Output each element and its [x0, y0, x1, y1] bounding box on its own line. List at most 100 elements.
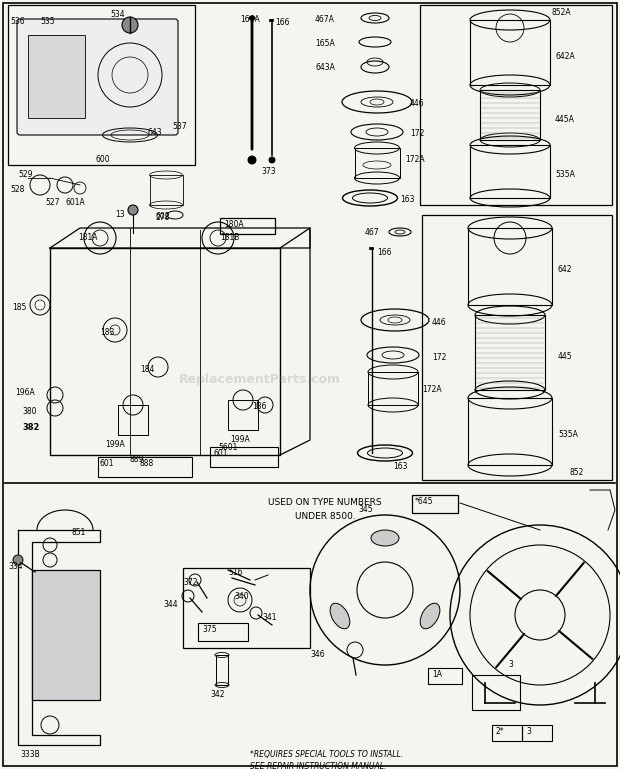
Text: 333B: 333B [20, 750, 40, 759]
Bar [468, 228, 552, 305]
Text: SEE REPAIR INSTRUCTION MANUAL.: SEE REPAIR INSTRUCTION MANUAL. [250, 762, 386, 769]
Ellipse shape [371, 530, 399, 546]
Text: 534: 534 [110, 10, 125, 19]
Text: 165A: 165A [315, 39, 335, 48]
Text: *645: *645 [415, 497, 433, 506]
Text: 166: 166 [377, 248, 391, 257]
Text: 3: 3 [526, 727, 531, 736]
Text: 375: 375 [202, 625, 216, 634]
Text: 536: 536 [10, 17, 25, 26]
Bar [470, 145, 550, 198]
Bar [412, 495, 458, 513]
Bar [470, 20, 550, 85]
Text: 340: 340 [234, 592, 249, 601]
Text: 601A: 601A [65, 198, 85, 207]
Text: 642A: 642A [555, 52, 575, 61]
Text: 344: 344 [164, 600, 178, 609]
Circle shape [128, 205, 138, 215]
Text: 373: 373 [261, 167, 276, 176]
FancyBboxPatch shape [17, 19, 178, 135]
Text: 528: 528 [10, 185, 24, 194]
Text: 345: 345 [358, 505, 373, 514]
Text: 467A: 467A [315, 15, 335, 24]
Text: 184: 184 [140, 365, 154, 374]
Ellipse shape [330, 603, 350, 629]
Circle shape [13, 555, 23, 565]
Text: USED ON TYPE NUMBERS: USED ON TYPE NUMBERS [268, 498, 382, 507]
Text: 199A: 199A [230, 435, 250, 444]
Bar [98, 457, 192, 477]
Bar [228, 400, 258, 430]
Bar [468, 398, 552, 465]
Ellipse shape [420, 603, 440, 629]
Text: 186: 186 [252, 402, 267, 411]
Text: 183: 183 [100, 328, 114, 337]
Text: 166: 166 [275, 18, 290, 27]
Text: 467: 467 [365, 228, 379, 237]
Bar [32, 570, 100, 700]
Text: 172: 172 [410, 129, 424, 138]
Bar [368, 372, 418, 405]
Text: 643A: 643A [315, 63, 335, 72]
Text: 166A: 166A [240, 15, 260, 24]
Text: 278: 278 [155, 213, 169, 222]
Text: 516: 516 [228, 568, 242, 577]
Text: 600: 600 [95, 155, 110, 164]
Text: 341: 341 [262, 613, 277, 622]
Text: 2*: 2* [495, 727, 503, 736]
Text: ReplacementParts.com: ReplacementParts.com [179, 374, 341, 387]
Text: 889: 889 [130, 455, 144, 464]
Text: 852: 852 [570, 468, 585, 477]
Bar [8, 5, 195, 165]
Text: 527: 527 [45, 198, 60, 207]
Circle shape [269, 157, 275, 163]
Text: UNDER 8500.: UNDER 8500. [294, 512, 355, 521]
Text: 642: 642 [558, 265, 572, 274]
Circle shape [122, 17, 138, 33]
Text: 199A: 199A [105, 440, 125, 449]
Text: 163: 163 [393, 462, 407, 471]
Text: 1A: 1A [432, 670, 442, 679]
Circle shape [248, 156, 256, 164]
Text: 602: 602 [155, 212, 169, 221]
Text: 445: 445 [558, 352, 573, 361]
Text: 852A: 852A [552, 8, 572, 17]
Bar [183, 568, 310, 648]
Text: 851: 851 [72, 528, 86, 537]
Text: 5601: 5601 [218, 443, 237, 452]
Text: 172A: 172A [422, 385, 441, 394]
Text: 185: 185 [12, 303, 27, 312]
Bar [210, 447, 278, 467]
Text: 180A: 180A [224, 220, 244, 229]
Bar [150, 175, 183, 205]
Text: 529: 529 [18, 170, 32, 179]
Bar [428, 668, 462, 684]
Text: 888: 888 [140, 459, 154, 468]
Bar [422, 215, 612, 480]
Bar [475, 315, 545, 390]
Text: 334: 334 [8, 562, 22, 571]
Text: 382: 382 [22, 423, 40, 432]
Text: 181A: 181A [78, 233, 97, 242]
Text: 380: 380 [22, 407, 37, 416]
Text: 13: 13 [115, 210, 125, 219]
Text: 196A: 196A [15, 388, 35, 397]
Bar [492, 725, 522, 741]
Text: 342: 342 [210, 690, 224, 699]
Bar [32, 570, 100, 700]
Bar [220, 218, 275, 234]
Text: 172A: 172A [405, 155, 425, 164]
Text: 172: 172 [432, 353, 446, 362]
Text: 537: 537 [172, 122, 187, 131]
Text: 601: 601 [214, 449, 229, 458]
Text: *REQUIRES SPECIAL TOOLS TO INSTALL.: *REQUIRES SPECIAL TOOLS TO INSTALL. [250, 750, 403, 759]
Bar [118, 405, 148, 435]
Text: 372: 372 [183, 578, 198, 587]
Text: 3: 3 [508, 660, 513, 669]
Bar [472, 675, 520, 710]
Bar [420, 5, 612, 205]
Text: 535A: 535A [555, 170, 575, 179]
Bar [28, 35, 85, 118]
Bar [355, 148, 400, 178]
Text: 643: 643 [148, 128, 162, 137]
